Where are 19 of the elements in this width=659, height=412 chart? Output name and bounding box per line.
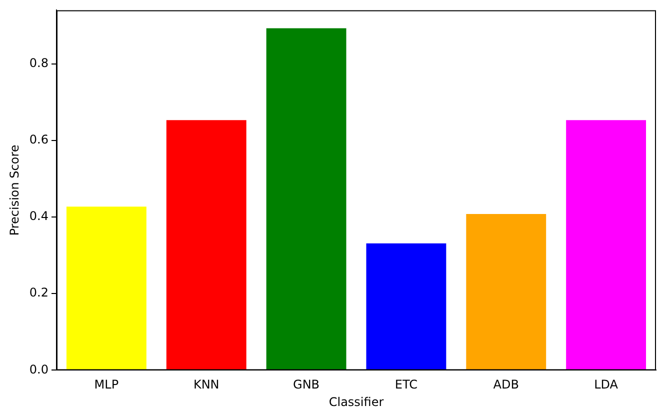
y-tick-label: 0.4 — [29, 209, 48, 224]
x-tick-label: MLP — [94, 378, 119, 392]
y-axis-title: Precision Score — [7, 144, 22, 236]
x-tick-label: ADB — [493, 378, 519, 392]
bar — [566, 120, 646, 370]
y-tick-label: 0.2 — [29, 286, 48, 300]
bar — [466, 214, 546, 370]
x-tick-label: KNN — [193, 378, 220, 392]
x-tick-label: GNB — [293, 378, 320, 392]
x-axis-title: Classifier — [328, 394, 384, 409]
bar — [266, 28, 346, 370]
bar — [166, 120, 246, 370]
bar — [366, 243, 446, 370]
x-tick-label: ETC — [394, 378, 418, 392]
bar — [66, 206, 146, 370]
y-tick-label: 0.8 — [29, 56, 48, 70]
y-tick-label: 0.0 — [29, 362, 48, 376]
y-tick-label: 0.6 — [29, 132, 48, 147]
x-tick-label: LDA — [594, 378, 619, 392]
